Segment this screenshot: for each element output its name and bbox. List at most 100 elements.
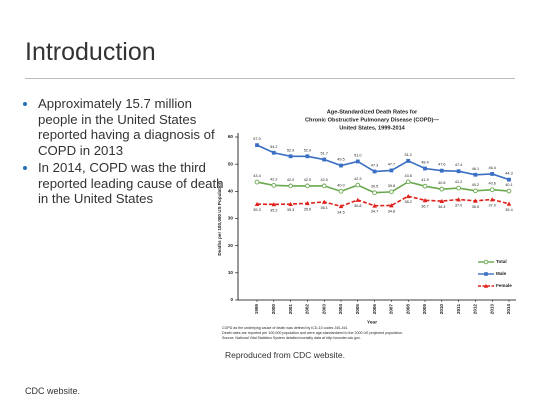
caption: Reproduced from CDC website. xyxy=(225,350,345,360)
data-label: 36.4 xyxy=(438,205,445,209)
marker xyxy=(338,188,344,194)
marker xyxy=(271,150,276,155)
data-label: 52.9 xyxy=(304,148,311,152)
x-tick-label: 2011 xyxy=(456,304,461,314)
marker xyxy=(439,198,445,204)
marker xyxy=(372,169,377,174)
data-label: 34.8 xyxy=(388,209,395,213)
bullet: In 2014, COPD was the third reported lea… xyxy=(38,160,233,207)
marker xyxy=(483,259,489,265)
legend-label: Male xyxy=(496,271,507,276)
x-tick-label: 2004 xyxy=(338,304,343,315)
data-label: 42.0 xyxy=(304,178,311,182)
marker xyxy=(271,183,277,188)
marker xyxy=(422,198,428,203)
data-label: 47.3 xyxy=(371,164,378,168)
data-label: 51.0 xyxy=(354,153,361,157)
data-label: 46.4 xyxy=(489,166,496,170)
marker xyxy=(288,183,293,189)
data-label: 54.2 xyxy=(270,145,277,149)
marker xyxy=(288,154,293,159)
marker xyxy=(372,203,377,208)
marker xyxy=(483,283,489,288)
source: CDC website. xyxy=(25,386,81,396)
data-label: 43.4 xyxy=(253,174,260,178)
marker xyxy=(321,183,327,189)
series-line xyxy=(256,144,510,181)
y-tick-label: 50 xyxy=(228,161,234,166)
data-label: 41.2 xyxy=(455,180,462,184)
data-label: 52.9 xyxy=(287,148,294,152)
x-axis-label: Year xyxy=(367,319,377,325)
x-tick-label: 2006 xyxy=(372,304,377,315)
data-label: 36.5 xyxy=(472,205,479,209)
data-label: 35.3 xyxy=(287,208,294,212)
marker xyxy=(423,166,427,171)
data-label: 40.2 xyxy=(472,183,479,187)
x-tick-label: 2007 xyxy=(389,304,394,315)
marker xyxy=(305,154,310,159)
x-tick-label: 2005 xyxy=(355,304,360,315)
data-label: 47.4 xyxy=(455,163,462,167)
marker xyxy=(305,183,310,189)
chart-title: Age-Standardized Death Rates for xyxy=(327,109,418,115)
data-label: 37.0 xyxy=(455,203,462,207)
x-tick-label: 2000 xyxy=(271,304,276,315)
marker xyxy=(355,159,360,164)
marker xyxy=(355,197,361,202)
marker xyxy=(456,185,461,191)
marker xyxy=(288,201,293,207)
marker xyxy=(339,163,343,168)
marker xyxy=(473,188,478,194)
marker xyxy=(372,190,377,196)
data-label: 36.8 xyxy=(354,204,361,208)
data-label: 47.6 xyxy=(438,163,445,167)
legend-label: Total xyxy=(496,259,507,264)
marker xyxy=(254,201,260,207)
data-label: 42.0 xyxy=(287,178,294,182)
data-label: 46.1 xyxy=(472,167,479,171)
data-label: 34.5 xyxy=(337,210,344,214)
data-label: 51.7 xyxy=(321,152,328,156)
data-label: 37.0 xyxy=(489,203,496,207)
x-tick-label: 2009 xyxy=(422,304,427,315)
marker xyxy=(422,183,428,189)
marker xyxy=(473,198,478,203)
marker xyxy=(456,197,461,202)
marker xyxy=(490,172,495,176)
data-label: 43.5 xyxy=(405,174,412,178)
marker xyxy=(506,188,512,194)
data-label: 40.8 xyxy=(438,181,445,185)
marker xyxy=(473,172,478,177)
marker xyxy=(321,199,327,204)
y-tick-label: 20 xyxy=(228,243,234,248)
data-label: 42.0 xyxy=(321,178,328,182)
data-label: 42.2 xyxy=(270,177,277,181)
data-label: 49.5 xyxy=(337,158,344,162)
chart-title: United States, 1999-2014 xyxy=(339,125,405,131)
x-tick-label: 2010 xyxy=(439,304,444,315)
data-label: 39.5 xyxy=(371,185,378,189)
footnote: Death rates are reported per 100,000 pop… xyxy=(222,331,403,335)
marker xyxy=(389,189,394,195)
data-label: 47.7 xyxy=(388,162,395,166)
data-label: 51.2 xyxy=(405,153,412,157)
data-label: 35.6 xyxy=(304,207,311,211)
data-label: 40.6 xyxy=(489,182,496,186)
marker xyxy=(255,143,259,148)
data-label: 38.2 xyxy=(405,200,412,204)
marker xyxy=(389,168,394,173)
marker xyxy=(439,186,445,192)
footnote: COPD as the underlying cause of death wa… xyxy=(222,326,348,330)
legend-label: Female xyxy=(496,283,512,288)
x-tick-label: 2003 xyxy=(321,304,326,315)
bullet: Approximately 15.7 million people in the… xyxy=(38,96,233,158)
series-line xyxy=(256,180,510,194)
x-tick-label: 2008 xyxy=(405,304,410,315)
marker xyxy=(254,179,260,185)
data-label: 36.1 xyxy=(321,206,328,210)
title-rule xyxy=(25,78,515,79)
marker xyxy=(271,202,277,207)
marker xyxy=(322,157,327,162)
